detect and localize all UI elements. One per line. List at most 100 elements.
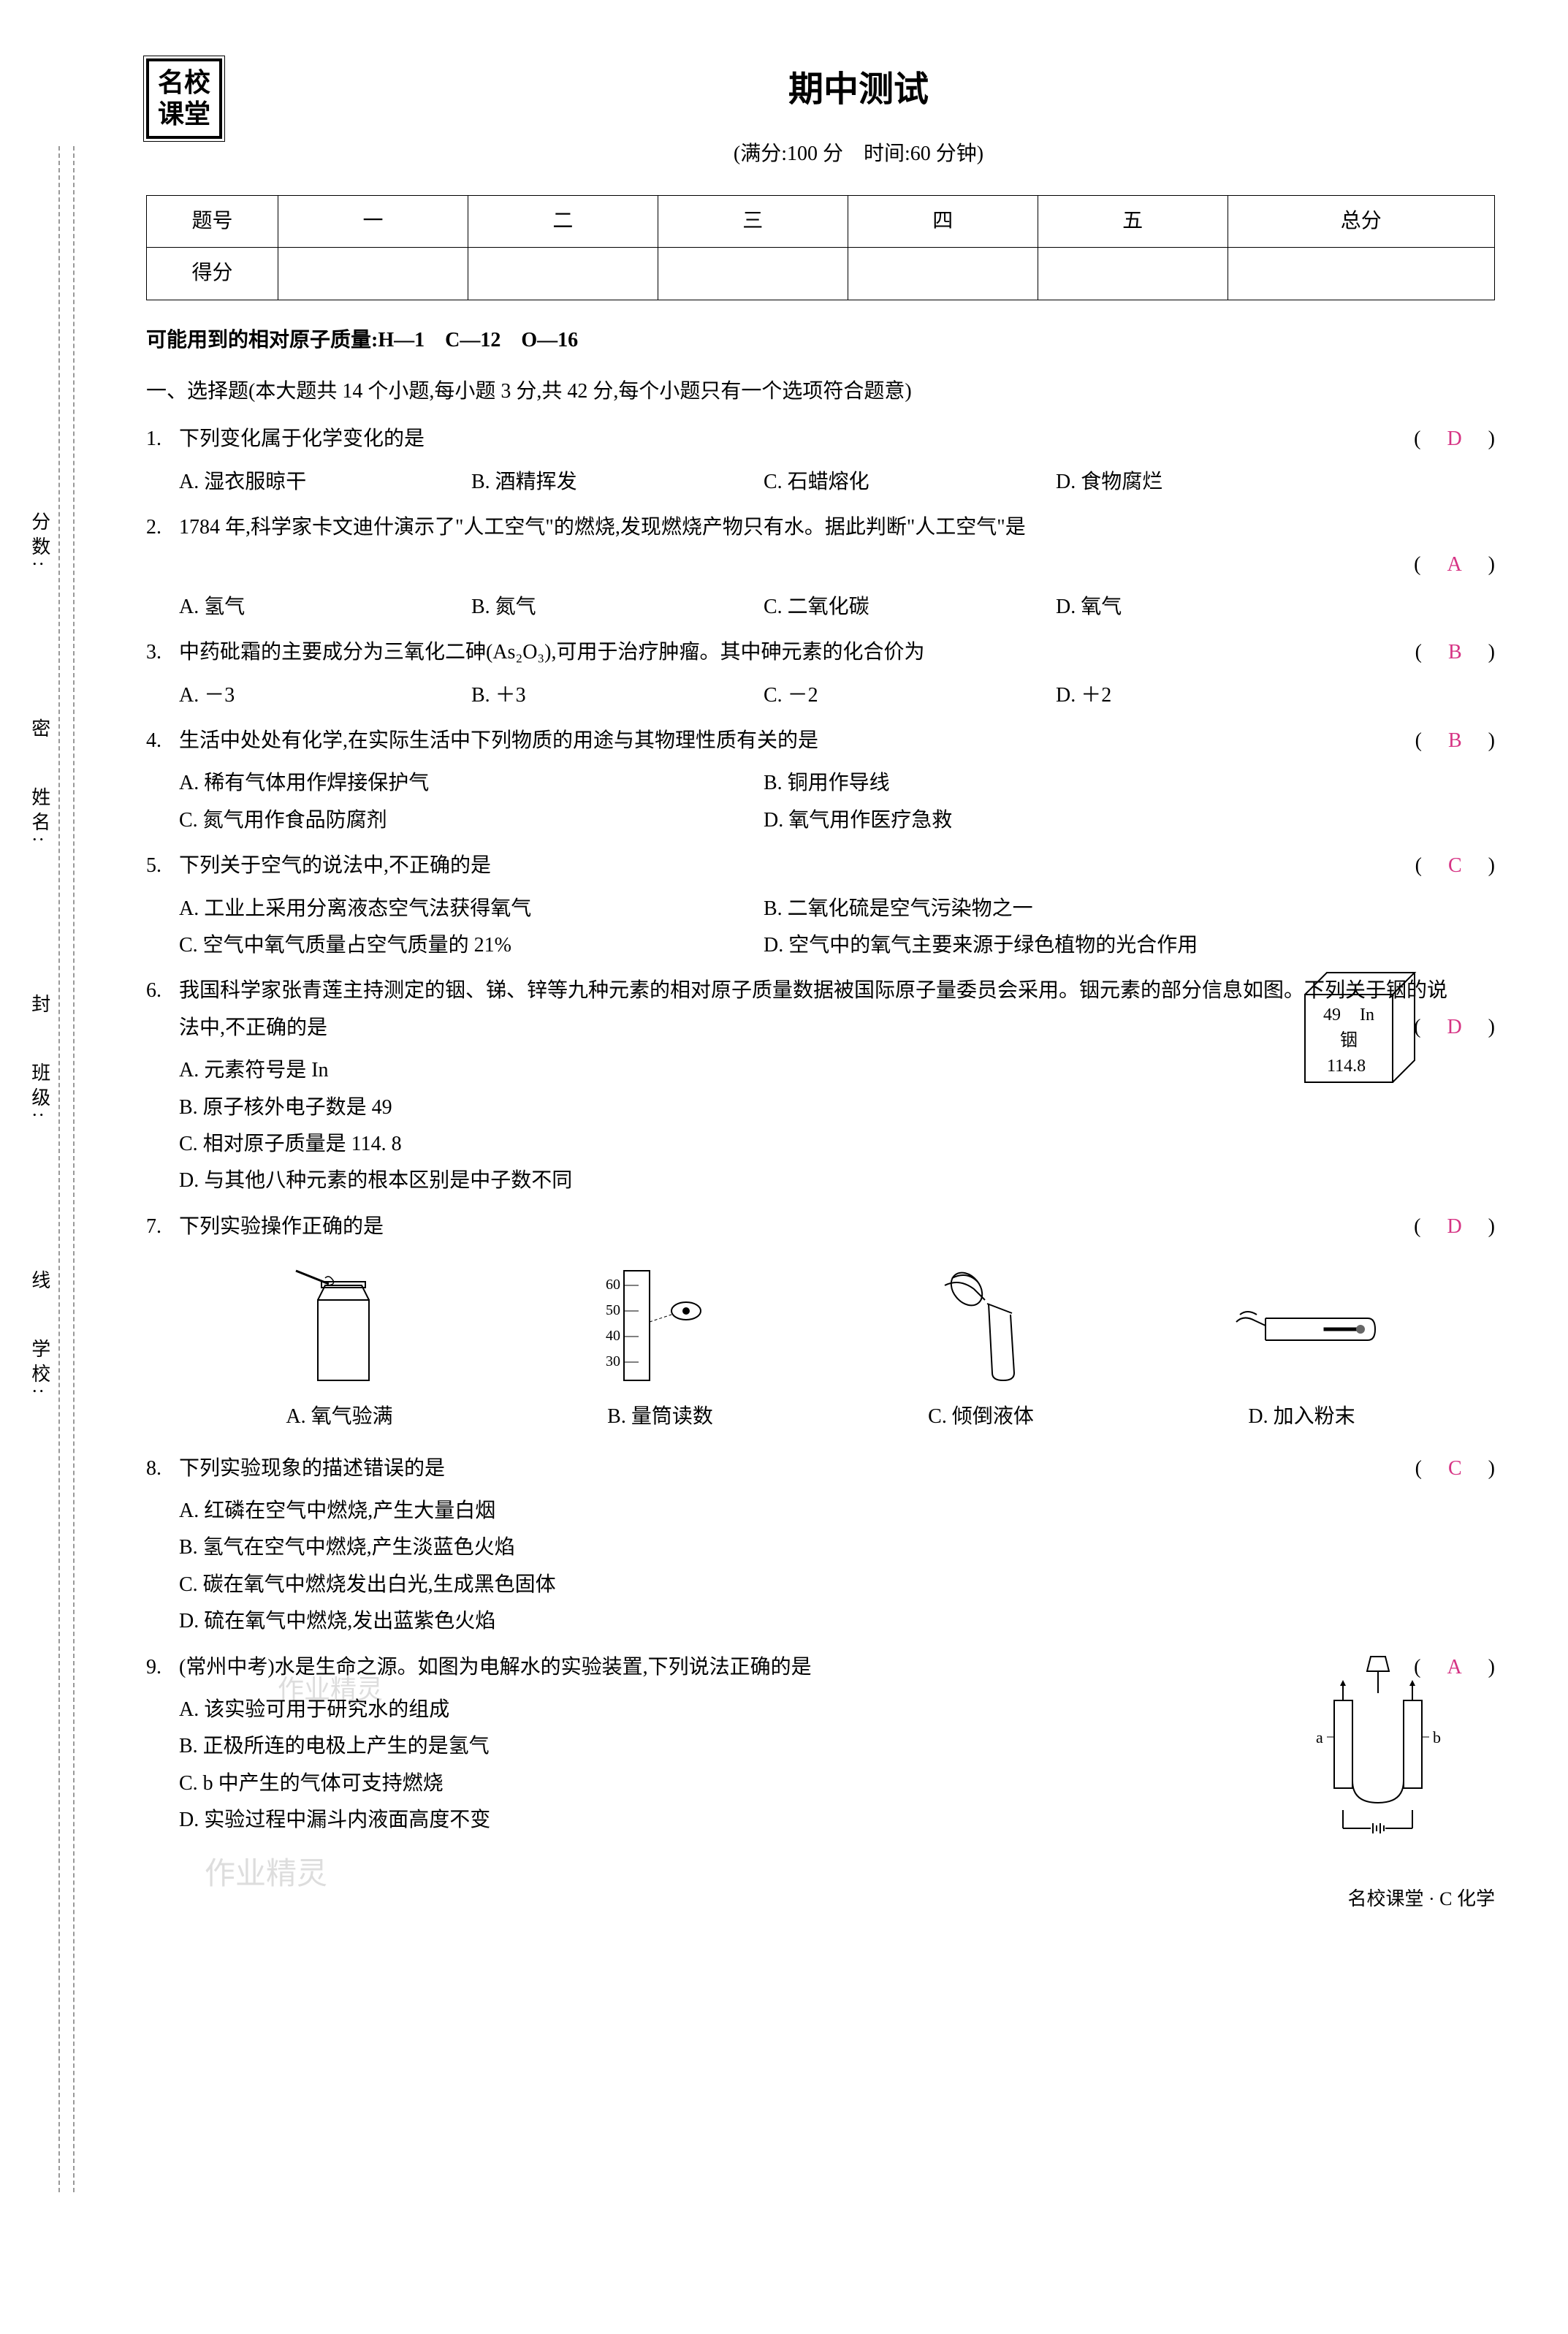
graduated-cylinder-icon: 60 50 40 30 [602, 1263, 719, 1388]
question-3: 3. 中药砒霜的主要成分为三氧化二砷(As₂O₃),可用于治疗肿瘤。其中砷元素的… [146, 634, 1495, 714]
answer-line: ( A ) [146, 547, 1495, 583]
option-c: C. b 中产生的气体可支持燃烧 [179, 1765, 1290, 1802]
th-1: 一 [278, 195, 468, 247]
q-num: 6. [146, 973, 179, 1009]
header: 名校 课堂 期中测试 (满分:100 分 时间:60 分钟) [146, 58, 1495, 173]
question-5: 5. 下列关于空气的说法中,不正确的是 ( C ) A. 工业上采用分离液态空气… [146, 848, 1495, 964]
logo-line1: 名校 [158, 67, 210, 99]
option-b: B. 酒精挥发 [471, 464, 749, 501]
question-2: 2. 1784 年,科学家卡文迪什演示了"人工空气"的燃烧,发现燃烧产物只有水。… [146, 509, 1495, 626]
option-d: D. 空气中的氧气主要来源于绿色植物的光合作用 [764, 927, 1333, 964]
watermark-bottom: 作业精灵 [205, 1847, 327, 1903]
q-text: 下列关于空气的说法中,不正确的是 [179, 848, 1495, 884]
td-blank[interactable] [658, 248, 848, 300]
sidebar-seal-feng: 封 [22, 994, 56, 1019]
fig-label-b: B. 量筒读数 [500, 1399, 821, 1435]
fig-label-d: D. 加入粉末 [1141, 1399, 1462, 1435]
question-7: 7. 下列实验操作正确的是 ( D ) A. 氧气验满 [146, 1209, 1495, 1436]
option-d: D. ＋2 [1056, 677, 1333, 714]
th-2: 二 [468, 195, 658, 247]
answer-paren: ( B ) [1415, 634, 1495, 671]
options: A. －3 B. ＋3 C. －2 D. ＋2 [179, 677, 1495, 714]
option-d: D. 与其他八种元素的根本区别是中子数不同 [179, 1163, 1290, 1199]
figure-c: C. 倾倒液体 [821, 1260, 1141, 1435]
mark-60: 60 [606, 1277, 620, 1293]
option-a: A. 工业上采用分离液态空气法获得氧气 [179, 891, 749, 927]
td-blank[interactable] [1228, 248, 1494, 300]
question-4: 4. 生活中处处有化学,在实际生活中下列物质的用途与其物理性质有关的是 ( B … [146, 723, 1495, 839]
th-label: 题号 [147, 195, 278, 247]
td-blank[interactable] [848, 248, 1038, 300]
option-a: A. 元素符号是 In [179, 1052, 1290, 1089]
option-a: A. －3 [179, 677, 457, 714]
answer-paren: ( D ) [1414, 421, 1495, 457]
footer: 名校课堂 · C 化学 [146, 1882, 1495, 1917]
gas-bottle-icon [289, 1263, 391, 1388]
option-d: D. 硫在氧气中燃烧,发出蓝紫色火焰 [179, 1603, 1495, 1640]
option-c: C. 碳在氧气中燃烧发出白光,生成黑色固体 [179, 1567, 1495, 1603]
answer-paren: ( C ) [1415, 848, 1495, 884]
answer: D [1441, 1215, 1467, 1238]
q-text: 下列实验操作正确的是 [179, 1209, 1495, 1245]
option-b: B. 正极所连的电极上产生的是氢气 [179, 1728, 1290, 1765]
q-text: 下列实验现象的描述错误的是 [179, 1451, 1495, 1487]
q-num: 7. [146, 1209, 179, 1245]
options: A. 稀有气体用作焊接保护气 B. 铜用作导线 C. 氮气用作食品防腐剂 D. … [179, 765, 1495, 839]
answer: C [1442, 854, 1468, 877]
answer-paren: ( B ) [1415, 723, 1495, 759]
figure-b: 60 50 40 30 B. 量筒读数 [500, 1260, 821, 1435]
q-num: 2. [146, 509, 179, 546]
th-3: 三 [658, 195, 848, 247]
option-c: C. 空气中氧气质量占空气质量的 21% [179, 927, 749, 964]
th-5: 五 [1038, 195, 1228, 247]
title-area: 期中测试 (满分:100 分 时间:60 分钟) [222, 58, 1495, 173]
option-c: C. 氮气用作食品防腐剂 [179, 802, 749, 839]
td-blank[interactable] [1038, 248, 1228, 300]
q-num: 3. [146, 634, 179, 671]
option-d: D. 氧气用作医疗急救 [764, 802, 1333, 839]
answer: A [1441, 553, 1467, 576]
q-text: 中药砒霜的主要成分为三氧化二砷(As₂O₃),可用于治疗肿瘤。其中砷元素的化合价… [179, 634, 1495, 671]
option-c: C. 石蜡熔化 [764, 464, 1041, 501]
section-1-header: 一、选择题(本大题共 14 个小题,每小题 3 分,共 42 分,每个小题只有一… [146, 373, 1495, 410]
answer: B [1442, 641, 1468, 664]
option-b: B. 二氧化硫是空气污染物之一 [764, 891, 1333, 927]
th-total: 总分 [1228, 195, 1494, 247]
atomic-mass-info: 可能用到的相对原子质量:H—1 C—12 O—16 [146, 322, 1495, 359]
option-d: D. 实验过程中漏斗内液面高度不变 [179, 1802, 1290, 1839]
q-text: (常州中考)水是生命之源。如图为电解水的实验装置,下列说法正确的是 [179, 1649, 1495, 1686]
option-b: B. 铜用作导线 [764, 765, 1333, 802]
figure-a: A. 氧气验满 [179, 1260, 500, 1435]
table-row: 得分 [147, 248, 1495, 300]
td-blank[interactable] [468, 248, 658, 300]
answer: D [1441, 1016, 1467, 1038]
sidebar-class: 班级: [22, 1063, 56, 1123]
elem-sym: In [1360, 1006, 1374, 1025]
mark-40: 40 [606, 1328, 620, 1344]
q-num: 1. [146, 421, 179, 457]
answer-paren: ( C ) [1415, 1451, 1495, 1487]
option-b: B. 氢气在空气中燃烧,产生淡蓝色火焰 [179, 1529, 1495, 1566]
option-d: D. 氧气 [1056, 589, 1333, 626]
option-d: D. 食物腐烂 [1056, 464, 1333, 501]
pouring-liquid-icon [923, 1263, 1040, 1388]
figure-d: D. 加入粉末 [1141, 1260, 1462, 1435]
option-a: A. 湿衣服晾干 [179, 464, 457, 501]
option-a: A. 红磷在空气中燃烧,产生大量白烟 [179, 1493, 1495, 1529]
binding-line-2 [58, 146, 60, 2192]
q-num: 9. [146, 1649, 179, 1686]
td-blank[interactable] [278, 248, 468, 300]
q-num: 8. [146, 1451, 179, 1487]
option-a: A. 氢气 [179, 589, 457, 626]
sidebar-score: 分数: [22, 512, 56, 572]
question-6: 6. 我国科学家张青莲主持测定的铟、锑、锌等九种元素的相对原子质量数据被国际原子… [146, 973, 1495, 1199]
option-a: A. 该实验可用于研究水的组成 [179, 1692, 1290, 1728]
main-title: 期中测试 [222, 58, 1495, 121]
logo-line2: 课堂 [158, 99, 210, 130]
subtitle: (满分:100 分 时间:60 分钟) [222, 136, 1495, 172]
answer-paren: ( D ) [1414, 1209, 1495, 1245]
q-text: 1784 年,科学家卡文迪什演示了"人工空气"的燃烧,发现燃烧产物只有水。据此判… [179, 509, 1495, 546]
option-b: B. 氮气 [471, 589, 749, 626]
mark-50: 50 [606, 1302, 620, 1318]
sidebar-school: 学校: [22, 1339, 56, 1399]
